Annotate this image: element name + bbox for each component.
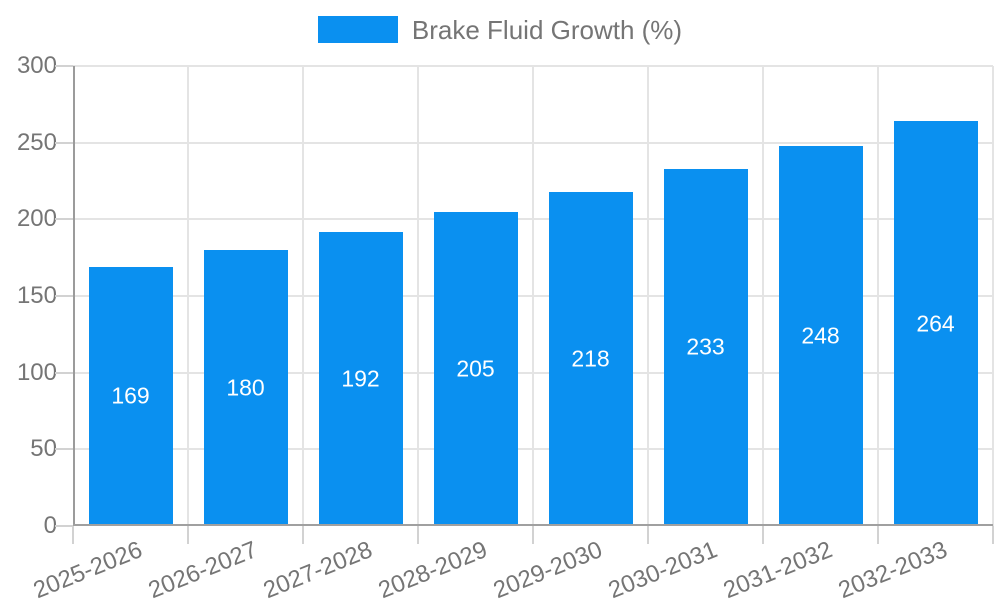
y-tick-mark <box>55 525 73 527</box>
y-tick-label: 50 <box>30 435 57 463</box>
x-tick-label: 2032-2033 <box>834 536 951 600</box>
x-tick-mark <box>187 526 189 544</box>
bar[interactable]: 264 <box>893 121 978 526</box>
x-tick-mark <box>302 526 304 544</box>
y-tick-mark <box>55 448 73 451</box>
x-tick-mark <box>72 526 74 544</box>
x-tick-label: 2027-2028 <box>259 536 376 600</box>
y-tick-label: 100 <box>16 358 57 386</box>
gridline-v <box>877 66 879 526</box>
x-tick-mark <box>992 526 994 544</box>
x-tick-label: 2025-2026 <box>29 536 146 600</box>
gridline-v <box>417 66 419 526</box>
x-tick-label: 2026-2027 <box>144 536 261 600</box>
bar-value-label: 218 <box>571 345 610 372</box>
x-tick-mark <box>647 526 649 544</box>
legend-swatch <box>317 16 398 43</box>
y-tick-label: 300 <box>16 52 57 79</box>
gridline-v <box>532 66 534 526</box>
bar[interactable]: 180 <box>203 250 288 526</box>
y-tick-label: 250 <box>16 128 57 156</box>
x-tick-label: 2028-2029 <box>374 536 491 600</box>
y-tick-mark <box>55 295 73 297</box>
x-tick-mark <box>877 526 879 544</box>
y-tick-label: 150 <box>16 282 57 309</box>
bar-value-label: 248 <box>801 322 840 349</box>
bar[interactable]: 205 <box>433 211 518 526</box>
bar[interactable]: 248 <box>778 145 863 526</box>
legend: Brake Fluid Growth (%) <box>0 16 1000 43</box>
gridline-v <box>762 66 764 526</box>
y-tick-label: 200 <box>16 205 57 233</box>
x-tick-mark <box>417 526 419 544</box>
bar-value-label: 233 <box>686 333 725 360</box>
x-axis-line <box>73 524 993 526</box>
gridline-v <box>187 66 189 526</box>
bar[interactable]: 233 <box>663 168 748 526</box>
y-tick-mark <box>55 141 73 144</box>
plot-area: 169 180 192 205 218 233 248 264 <box>73 65 994 526</box>
bar-value-label: 180 <box>226 374 265 401</box>
bar-value-label: 205 <box>456 355 495 382</box>
x-tick-mark <box>762 526 764 544</box>
x-tick-mark <box>532 526 534 544</box>
bar-value-label: 264 <box>916 310 955 337</box>
bar[interactable]: 169 <box>88 266 173 526</box>
x-tick-label: 2029-2030 <box>489 536 606 600</box>
gridline-v <box>302 66 304 526</box>
bar-value-label: 169 <box>111 382 150 409</box>
y-tick-mark <box>55 218 73 221</box>
y-tick-label: 0 <box>43 512 57 539</box>
gridline-v <box>647 66 649 526</box>
bar[interactable]: 218 <box>548 191 633 526</box>
y-tick-mark <box>55 65 73 67</box>
bar[interactable]: 192 <box>318 231 403 526</box>
legend-label: Brake Fluid Growth (%) <box>411 14 683 45</box>
x-tick-label: 2030-2031 <box>604 536 721 600</box>
y-axis-line <box>73 66 75 526</box>
gridline-v <box>992 66 994 526</box>
y-tick-mark <box>55 371 73 374</box>
bar-value-label: 192 <box>341 365 380 392</box>
x-tick-label: 2031-2032 <box>719 536 836 600</box>
